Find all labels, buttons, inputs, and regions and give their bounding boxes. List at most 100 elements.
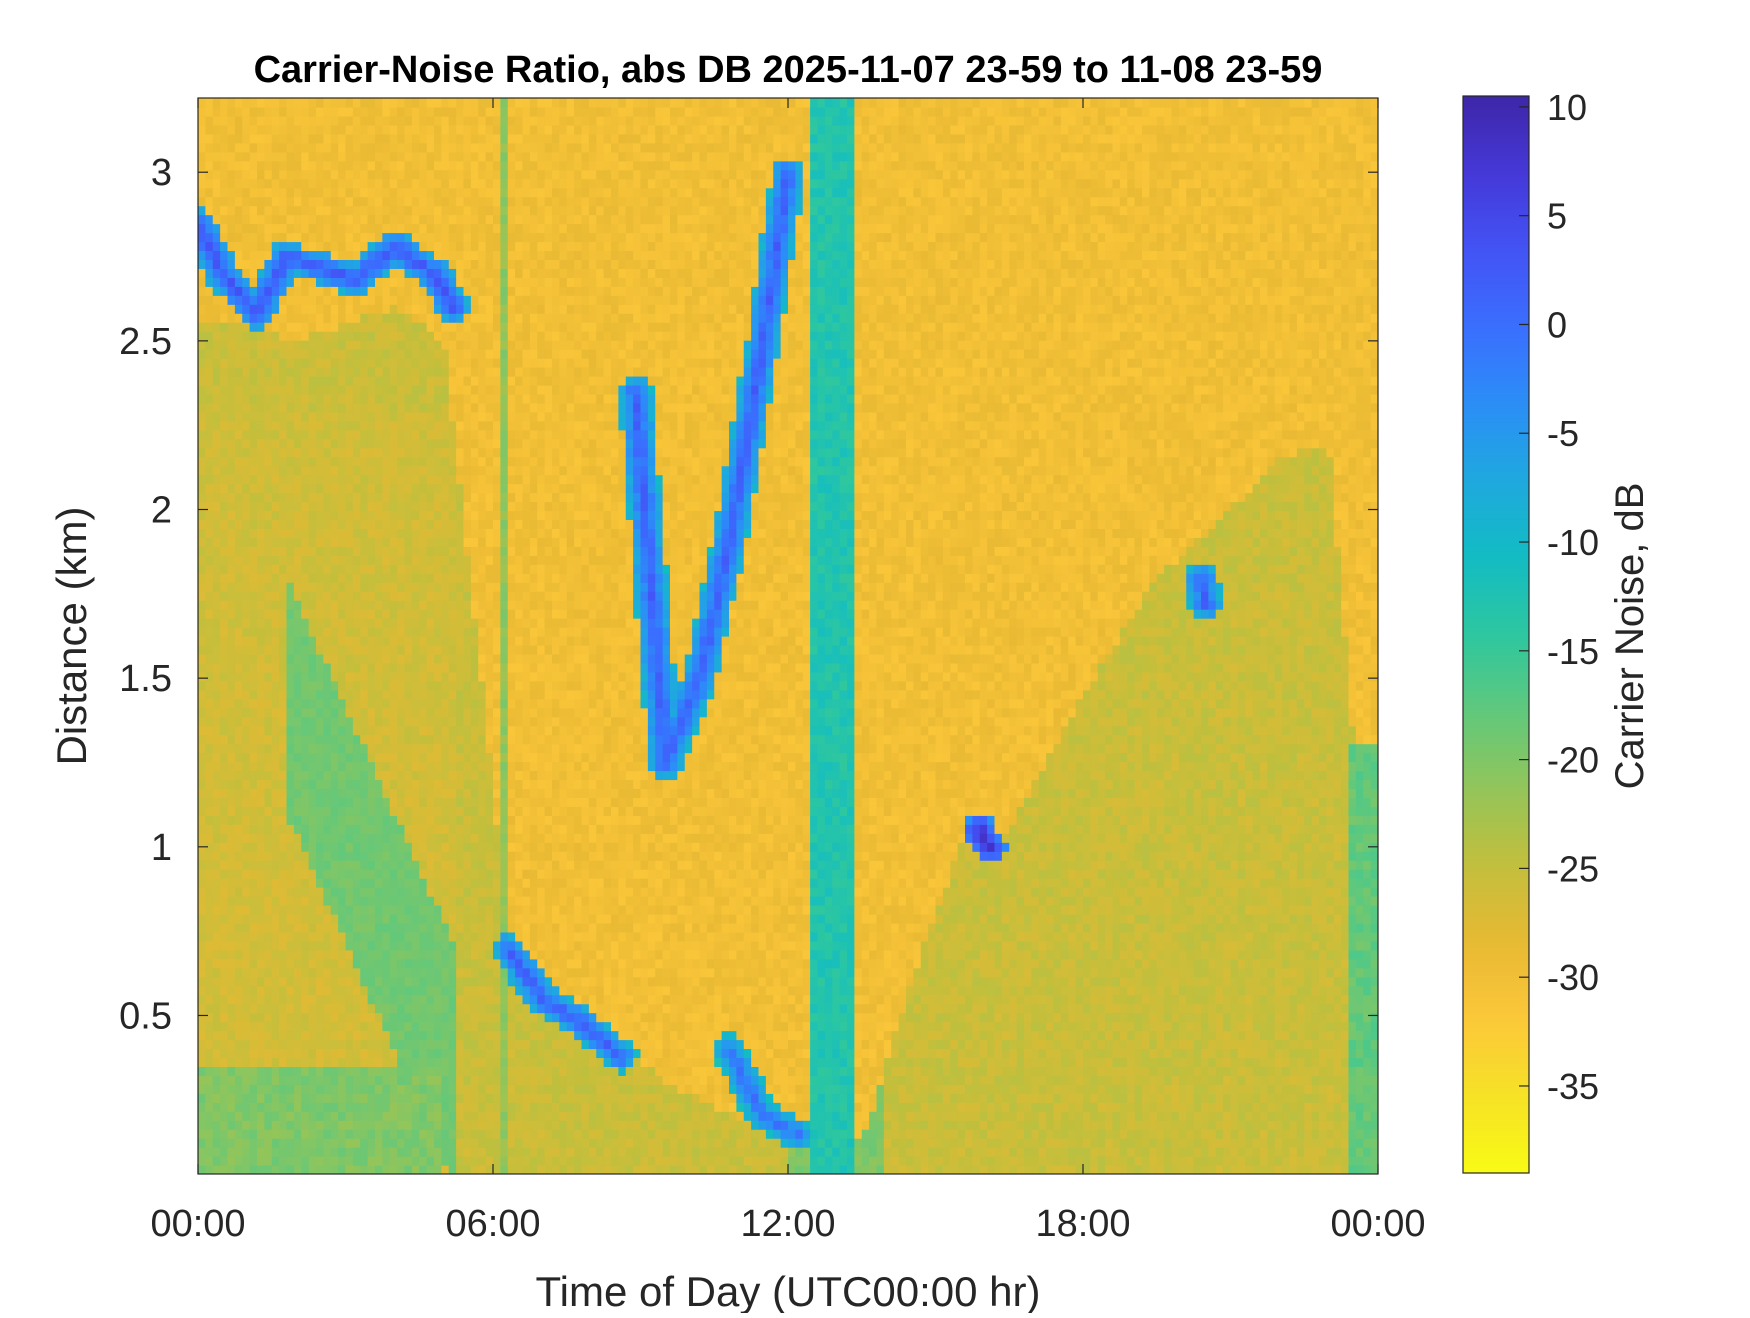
heatmap-cell [220,429,229,440]
heatmap-cell [500,1075,509,1085]
heatmap-cell [478,743,487,754]
heatmap-cell [397,241,406,252]
heatmap-cell [242,976,251,987]
heatmap-cell [441,582,450,592]
heatmap-cell [279,510,288,521]
heatmap-cell [234,761,243,772]
heatmap-cell [448,806,457,816]
heatmap-cell [434,124,442,135]
heatmap-cell [389,994,398,1005]
heatmap-cell [404,1030,413,1041]
heatmap-cell [411,582,420,592]
heatmap-cell [345,1165,354,1174]
heatmap-cell [367,618,376,628]
heatmap-cell [404,1102,413,1112]
heatmap-cell [448,725,457,736]
heatmap-cell [242,653,251,664]
heatmap-cell [271,573,280,583]
heatmap-cell [360,277,369,287]
heatmap-cell [478,205,487,216]
heatmap-cell [293,402,302,413]
heatmap-cell [234,286,243,296]
heatmap-cell [286,618,295,628]
heatmap-cell [345,707,354,718]
heatmap-cell [360,779,369,790]
heatmap-cell [456,609,465,619]
heatmap-cell [456,142,465,153]
heatmap-cell [382,367,391,377]
heatmap-cell [478,573,487,583]
heatmap-cell [338,653,347,664]
heatmap-cell [205,295,214,305]
heatmap-cell [279,1030,288,1041]
heatmap-cell [205,537,214,547]
heatmap-cell [411,1129,420,1139]
heatmap-cell [286,860,295,870]
heatmap-cell [279,384,288,395]
heatmap-cell [338,788,347,798]
heatmap-cell [301,98,310,108]
heatmap-cell [485,142,494,153]
heatmap-cell [345,618,354,628]
heatmap-cell [382,1075,391,1085]
heatmap-cell [500,644,509,655]
heatmap-cell [308,815,317,825]
heatmap-cell [345,510,354,521]
heatmap-cell [293,331,302,341]
heatmap-cell [456,340,465,350]
heatmap-cell [279,1138,288,1148]
heatmap-cell [352,707,361,718]
heatmap-cell [360,761,369,772]
heatmap-cell [330,429,339,440]
heatmap-cell [367,573,376,583]
heatmap-cell [338,967,347,978]
heatmap-cell [404,375,413,386]
heatmap-cell [242,716,251,727]
heatmap-cell [352,869,361,879]
heatmap-cell [411,1093,420,1103]
heatmap-cell [389,1102,398,1112]
heatmap-cell [426,295,435,305]
heatmap-cell [330,519,339,529]
heatmap-cell [419,896,428,906]
heatmap-cell [205,1165,214,1174]
heatmap-cell [316,833,324,843]
heatmap-cell [470,797,479,807]
heatmap-cell [404,806,413,816]
heatmap-cell [220,564,229,574]
heatmap-cell [411,869,420,879]
heatmap-cell [352,905,361,915]
heatmap-cell [323,304,332,314]
heatmap-cell [316,474,324,485]
heatmap-cell [316,636,324,646]
heatmap-cell [212,169,221,180]
heatmap-cell [330,1003,339,1014]
heatmap-cell [220,842,229,852]
heatmap-cell [286,788,295,798]
heatmap-cell [279,1057,288,1067]
heatmap-cell [220,743,229,754]
heatmap-cell [485,187,494,198]
heatmap-cell [227,322,236,332]
heatmap-cell [360,1030,369,1041]
heatmap-cell [456,662,465,673]
heatmap-cell [323,1021,332,1032]
heatmap-cell [434,967,442,978]
heatmap-cell [212,1138,221,1148]
heatmap-cell [264,1111,273,1121]
heatmap-cell [264,474,273,485]
heatmap-cell [242,286,251,296]
heatmap-cell [404,322,413,332]
heatmap-cell [352,716,361,727]
heatmap-cell [308,384,317,395]
heatmap-cell [426,1039,435,1050]
heatmap-cell [352,698,361,709]
heatmap-cell [470,618,479,628]
heatmap-cell [323,1165,332,1174]
heatmap-cell [352,232,361,243]
heatmap-cell [434,429,442,440]
heatmap-cell [382,716,391,727]
heatmap-cell [271,1057,280,1067]
heatmap-cell [257,878,265,888]
heatmap-cell [257,241,265,252]
